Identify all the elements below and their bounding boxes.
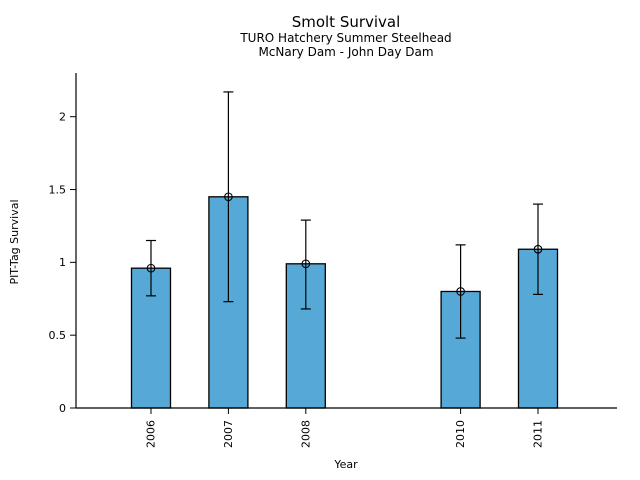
y-tick-label-1.5: 1.5 xyxy=(49,183,67,196)
chart-subtitle-line1: TURO Hatchery Summer Steelhead xyxy=(239,31,451,45)
mean-marker-2006 xyxy=(146,263,156,273)
chart-title: Smolt Survival xyxy=(292,13,401,31)
y-tick-label-2: 2 xyxy=(59,111,66,124)
x-axis-title: Year xyxy=(333,458,358,471)
plot-area: 2006 2007 2008 2010 2011 0 0.5 1 1.5 2 xyxy=(49,73,617,448)
y-tick-label-1: 1 xyxy=(59,256,66,269)
x-tick-label-2010: 2010 xyxy=(454,420,467,448)
x-tick-label-2006: 2006 xyxy=(145,420,158,448)
mean-marker-2007 xyxy=(224,192,233,202)
x-tick-label-2007: 2007 xyxy=(222,420,235,448)
y-tick-label-0.5: 0.5 xyxy=(49,329,67,342)
mean-marker-2010 xyxy=(456,287,465,296)
chart-subtitle-line2: McNary Dam - John Day Dam xyxy=(258,45,433,59)
x-tick-label-2011: 2011 xyxy=(532,420,545,448)
y-axis-title: PIT-Tag Survival xyxy=(8,199,21,284)
mean-marker-2011 xyxy=(533,244,543,254)
y-tick-label-0: 0 xyxy=(59,402,66,415)
x-tick-label-2008: 2008 xyxy=(299,420,312,448)
mean-marker-2008 xyxy=(301,259,311,269)
